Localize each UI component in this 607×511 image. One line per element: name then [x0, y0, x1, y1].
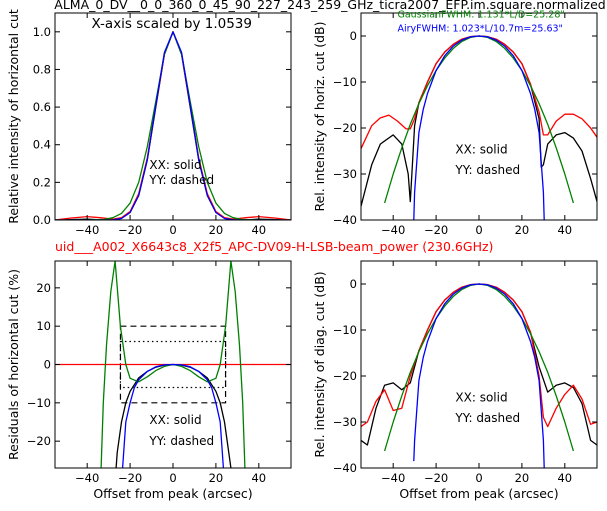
- series-line-2: [55, 31, 291, 220]
- x-tick-label: 40: [251, 223, 266, 237]
- annotation: GaussianFWHM: 1.131*L/D=25.28": [397, 10, 564, 21]
- x-tick-label: 0: [169, 223, 176, 237]
- annotation: XX: solid: [455, 142, 507, 156]
- figure-subtitle: uid___A002_X6643c8_X2f5_APC-DV09-H-LSB-b…: [55, 239, 493, 254]
- y-axis-label: Rel. intensity of diag. cut (dB): [312, 271, 327, 457]
- y-tick-label: −10: [333, 323, 357, 337]
- y-axis-label: Relative intensity of horizontal cut: [6, 9, 21, 224]
- annotation: XX: solid: [149, 413, 201, 427]
- y-tick-label: 0.8: [33, 62, 51, 76]
- x-tick-label: 0: [169, 471, 176, 485]
- y-tick-label: −30: [333, 167, 357, 181]
- chart-top-left: −40 −20 0 20 40 0.0 0.2 0.4 0.6 0.8 1.0 Relative in…: [6, 9, 292, 237]
- panels: −40 −20 0 20 40 0.0 0.2 0.4 0.6 0.8 1.0 Relative in…: [6, 9, 598, 501]
- x-axis-label: Offset from peak (arcsec): [399, 486, 558, 501]
- y-axis-label: Rel. intensity of horiz. cut (dB): [312, 21, 327, 211]
- series-line-1: [361, 283, 597, 428]
- y-tick-label: −20: [27, 434, 51, 448]
- x-tick-label: −20: [118, 471, 142, 485]
- annotation: X-axis scaled by 1.0539: [91, 16, 252, 32]
- y-tick-label: 0.4: [33, 138, 51, 152]
- chart-top-right: −40 −20 0 20 40 −40 −30 −20 −10 0 Rel. intensity o…: [312, 10, 598, 237]
- annotation: YY: dashed: [148, 434, 214, 448]
- y-tick-label: −20: [333, 369, 357, 383]
- x-tick-label: −40: [75, 223, 99, 237]
- x-tick-label: 40: [557, 223, 572, 237]
- plot-frame: [54, 12, 292, 221]
- x-axis-label: Offset from peak (arcsec): [93, 486, 252, 501]
- series-line-1: [361, 35, 597, 149]
- y-tick-label: 0: [350, 277, 357, 291]
- plot-area: [55, 31, 291, 220]
- annotation: YY: dashed: [148, 173, 214, 187]
- y-tick-label: 0.6: [33, 100, 51, 114]
- y-tick-label: 1.0: [33, 25, 51, 39]
- series-line-2: [383, 35, 575, 204]
- y-tick-label: −10: [333, 75, 357, 89]
- x-tick-label: −40: [75, 471, 99, 485]
- x-tick-label: −20: [118, 223, 142, 237]
- y-tick-label: 20: [36, 281, 51, 295]
- x-tick-label: 20: [515, 471, 530, 485]
- y-tick-label: −40: [333, 213, 357, 227]
- annotation: YY: dashed: [454, 163, 520, 177]
- annotation: YY: dashed: [454, 411, 520, 425]
- x-tick-label: −40: [381, 223, 405, 237]
- x-tick-label: 40: [557, 471, 572, 485]
- y-tick-label: 0: [350, 29, 357, 43]
- x-tick-label: 20: [209, 223, 224, 237]
- plot-area: [361, 283, 597, 468]
- x-tick-label: −40: [381, 471, 405, 485]
- y-tick-label: −20: [333, 121, 357, 135]
- y-tick-label: −30: [333, 415, 357, 429]
- x-tick-label: 20: [515, 223, 530, 237]
- x-tick-label: −20: [424, 471, 448, 485]
- plot-area: [361, 35, 597, 220]
- y-tick-label: −40: [333, 461, 357, 475]
- y-tick-label: 0.0: [33, 213, 51, 227]
- annotation: XX: solid: [149, 158, 201, 172]
- plot-area: [55, 261, 291, 468]
- series-line-3: [121, 363, 225, 468]
- annotation: AiryFWHM: 1.023*L/10.7m=25.63": [397, 23, 562, 34]
- y-tick-label: 0.2: [33, 175, 51, 189]
- figure-title: ALMA_0_DV__0_0_360_0_45_90_227_243_259_G…: [54, 0, 605, 12]
- x-tick-label: 0: [475, 471, 482, 485]
- y-axis-label: Residuals of horizontal cut (%): [6, 269, 21, 460]
- series-line-3: [413, 35, 545, 220]
- y-tick-label: 10: [36, 319, 51, 333]
- series-line-0: [55, 31, 291, 220]
- series-line-2: [383, 283, 575, 452]
- x-tick-label: 20: [209, 471, 224, 485]
- y-tick-label: −10: [27, 396, 51, 410]
- series-line-3: [413, 283, 545, 468]
- x-tick-label: 0: [475, 223, 482, 237]
- series-line-3: [55, 31, 291, 220]
- annotation: XX: solid: [455, 390, 507, 404]
- plot-frame: [360, 260, 598, 469]
- series-line-1: [55, 31, 291, 220]
- x-tick-label: −20: [424, 223, 448, 237]
- y-tick-label: 0: [44, 358, 51, 372]
- x-tick-label: 40: [251, 471, 266, 485]
